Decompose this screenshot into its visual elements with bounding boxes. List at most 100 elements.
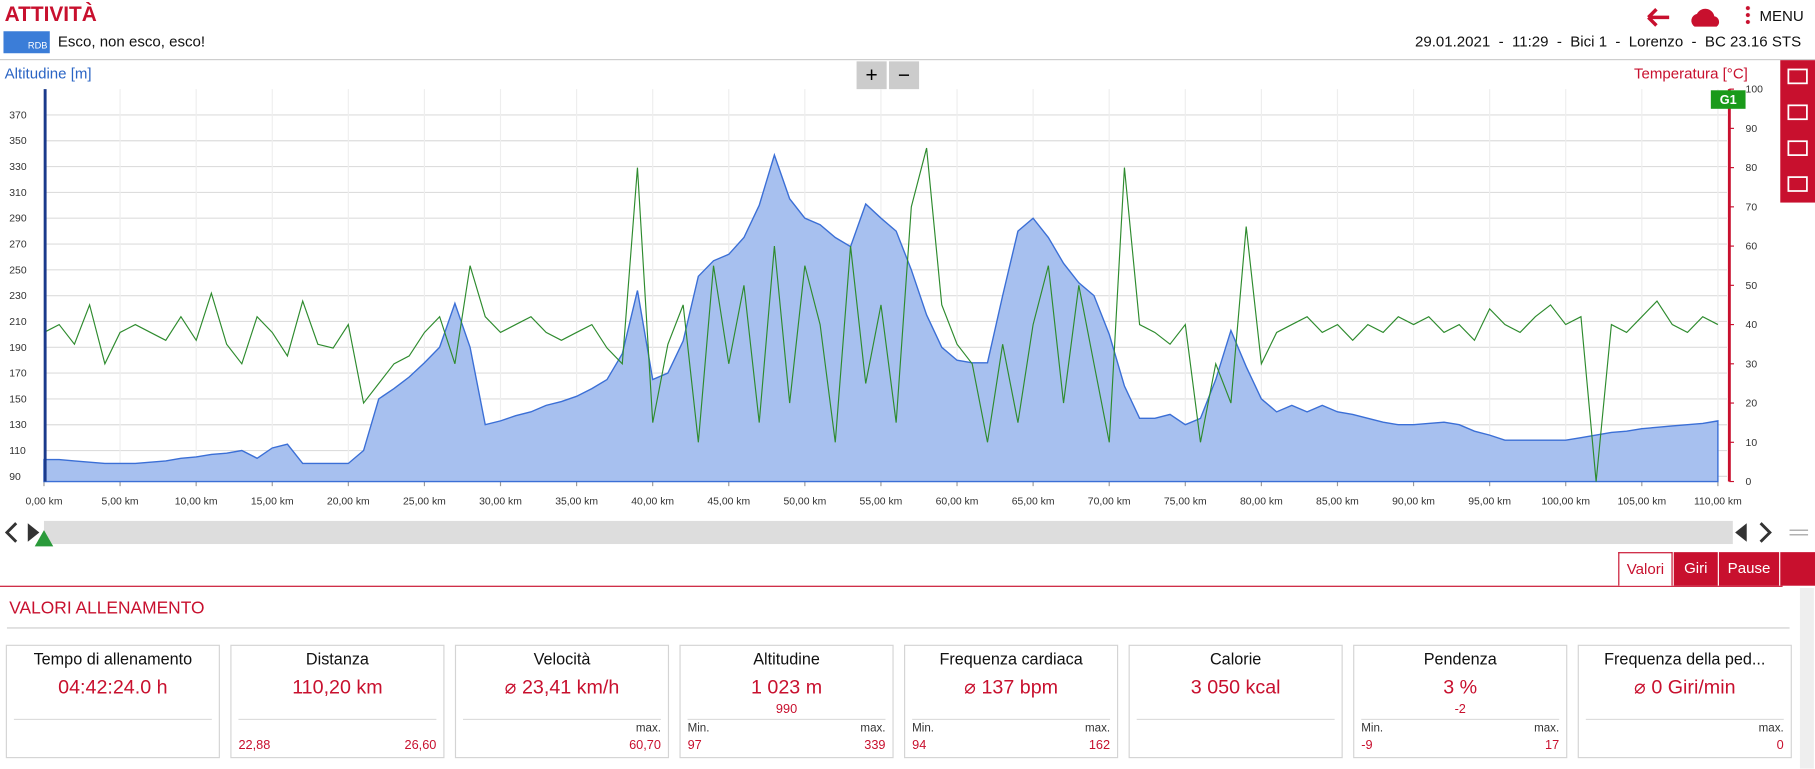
stat-divider xyxy=(1585,718,1784,720)
stat-card: Tempo di allenamento 04:42:24.0 h xyxy=(5,644,220,759)
y2-tick-label: 0 xyxy=(1746,477,1752,488)
stat-min-label: Min. xyxy=(1361,722,1384,736)
x-tick-label: 75,00 km xyxy=(1164,497,1207,508)
stat-card: Frequenza della ped... ⌀ 0 Giri/min max. 0 xyxy=(1577,644,1792,759)
x-tick-label: 70,00 km xyxy=(1088,497,1131,508)
stat-divider xyxy=(1136,718,1335,720)
stat-divider xyxy=(912,718,1111,720)
x-tick-label: 90,00 km xyxy=(1392,497,1435,508)
y-tick-label: 230 xyxy=(9,291,27,302)
x-tick-label: 80,00 km xyxy=(1240,497,1283,508)
x-tick-label: 110,00 km xyxy=(1694,497,1742,508)
range-slider[interactable] xyxy=(43,520,1733,545)
toolbar-icon xyxy=(1787,176,1808,192)
stat-divider xyxy=(1361,718,1560,720)
x-tick-label: 85,00 km xyxy=(1316,497,1359,508)
y-tick-label: 350 xyxy=(9,136,27,147)
section-divider xyxy=(6,627,1790,629)
y2-tick-label: 20 xyxy=(1746,399,1758,410)
stat-max-label: max. xyxy=(1534,722,1560,736)
stat-card: Pendenza 3 % -2 Min. -9 max. 17 xyxy=(1353,644,1568,759)
stat-max: 26,60 xyxy=(404,738,437,753)
x-tick-label: 105,00 km xyxy=(1618,497,1667,508)
stat-title: Velocità xyxy=(533,649,591,668)
zoom-out[interactable]: − xyxy=(888,61,920,90)
menu-button[interactable]: MENU xyxy=(1759,6,1804,25)
stat-min: 94 xyxy=(912,738,927,753)
x-tick-label: 35,00 km xyxy=(555,497,598,508)
chart: 90 110 130 150 170 190 210 230 250 270 290 310 330 35… xyxy=(9,68,1808,508)
page-title: ATTIVITÀ xyxy=(4,2,97,26)
y-tick-label: 170 xyxy=(9,369,27,380)
tab-menu[interactable] xyxy=(1780,552,1815,586)
y-axis-title[interactable]: Altitudine [m] xyxy=(4,64,92,83)
y-tick-label: 270 xyxy=(9,239,27,250)
y-tick-label: 290 xyxy=(9,214,27,225)
y-tick-label: 90 xyxy=(9,472,21,483)
stat-min-label: Min. xyxy=(687,722,710,736)
y2-tick-label: 10 xyxy=(1746,438,1758,449)
x-tick-label: 55,00 km xyxy=(860,497,903,508)
altitude-area xyxy=(43,152,1719,483)
tab[interactable]: Valori xyxy=(1618,552,1673,586)
y-tick-label: 110 xyxy=(9,446,26,457)
y-tick-label: 190 xyxy=(9,343,27,354)
stat-value: 110,20 km xyxy=(292,675,383,698)
y-tick-label: 210 xyxy=(9,317,27,328)
stat-max: 17 xyxy=(1545,738,1560,753)
x-tick-label: 25,00 km xyxy=(403,497,446,508)
divider xyxy=(0,59,1815,61)
stat-min-label: Min. xyxy=(912,722,935,736)
slider-controls[interactable] xyxy=(0,516,1815,551)
y-tick-label: 150 xyxy=(9,394,27,405)
y2-tick-label: 60 xyxy=(1746,242,1758,253)
x-tick-label: 15,00 km xyxy=(251,497,294,508)
header-icons[interactable] xyxy=(1644,5,1737,30)
tab[interactable]: Pause xyxy=(1718,552,1780,586)
temperature-line xyxy=(43,147,1719,482)
y2-tick-label: 30 xyxy=(1746,359,1758,370)
stat-max-label: max. xyxy=(635,722,661,736)
toolbar-icon xyxy=(1787,104,1808,121)
y2-tick-label: 90 xyxy=(1746,124,1758,135)
zoom-in[interactable]: + xyxy=(856,61,887,90)
y2-tick-label: 100 xyxy=(1746,85,1764,96)
stat-title: Pendenza xyxy=(1423,649,1497,668)
y2-tick-label: 80 xyxy=(1746,163,1758,174)
y2-tick-label: 70 xyxy=(1746,202,1758,213)
y2-tick-label: 50 xyxy=(1746,281,1758,292)
stat-title: Tempo di allenamento xyxy=(33,649,193,668)
stat-title: Frequenza della ped... xyxy=(1604,649,1766,668)
stat-min: -9 xyxy=(1361,738,1373,753)
section-title: VALORI ALLENAMENTO xyxy=(9,598,205,619)
stat-card: Velocità ⌀ 23,41 km/h max. 60,70 xyxy=(454,644,670,759)
stat-max: 339 xyxy=(864,738,886,753)
x-tick-label: 20,00 km xyxy=(327,497,370,508)
y-tick-label: 330 xyxy=(9,162,27,173)
x-tick-label: 45,00 km xyxy=(707,497,750,508)
y-tick-label: 310 xyxy=(9,188,27,199)
x-tick-label: 30,00 km xyxy=(479,497,522,508)
stat-value: ⌀ 137 bpm xyxy=(964,675,1059,698)
x-tick-label: 0,00 km xyxy=(25,497,62,508)
stat-max-label: max. xyxy=(860,722,886,736)
stat-title: Calorie xyxy=(1209,649,1262,668)
tab[interactable]: Giri xyxy=(1673,552,1718,586)
x-tick-label: 5,00 km xyxy=(102,497,139,508)
y2-axis-title[interactable]: Temperatura [°C] xyxy=(1633,64,1748,83)
y-tick-label: 370 xyxy=(9,110,27,121)
x-tick-label: 65,00 km xyxy=(1012,497,1055,508)
stat-title: Frequenza cardiaca xyxy=(939,649,1083,668)
stat-divider xyxy=(238,718,437,720)
stat-value: ⌀ 0 Giri/min xyxy=(1634,675,1736,698)
toolbar-icon xyxy=(1787,68,1808,85)
stat-title: Altitudine xyxy=(753,649,820,668)
menu-dots xyxy=(1745,4,1751,26)
scrollbar[interactable] xyxy=(1799,588,1814,769)
stat-max: 60,70 xyxy=(629,738,661,753)
stat-max: 162 xyxy=(1088,738,1111,753)
stat-sub: -2 xyxy=(1454,702,1466,717)
stat-min: 22,88 xyxy=(238,738,271,753)
